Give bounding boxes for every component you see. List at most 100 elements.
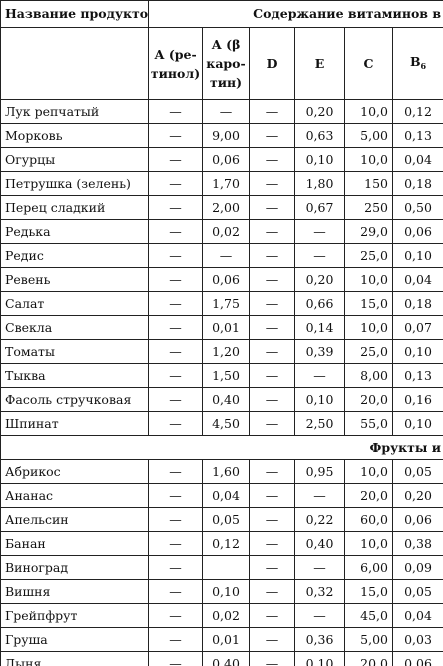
- cell-c: 150: [344, 171, 393, 196]
- cell-c: 25,0: [344, 243, 393, 268]
- column-header-b6: В6: [391, 27, 443, 100]
- cell-b6: 0,04: [391, 603, 443, 628]
- table-row: Вишня —0,10—0,32 15,0 0,05: [0, 579, 443, 604]
- cell-a-retinol: —: [148, 459, 203, 484]
- cell-a-retinol: —: [148, 339, 203, 364]
- cell-e: 2,50: [294, 411, 345, 436]
- product-name: Томаты: [0, 339, 149, 364]
- vitamin-group-header: Содержание витаминов в: [147, 0, 443, 28]
- cell-a-carotene: 4,50: [202, 411, 250, 436]
- cell-a-retinol: —: [148, 195, 203, 220]
- cell-a-retinol: —: [148, 219, 203, 244]
- cell-a-carotene: 0,02: [202, 603, 250, 628]
- cell-e: 0,10: [294, 387, 345, 412]
- product-name: Апельсин: [0, 507, 149, 532]
- cell-d: —: [249, 603, 295, 628]
- cell-d: —: [249, 531, 295, 556]
- cell-c: 10,0: [344, 267, 393, 292]
- cell-d: —: [249, 387, 295, 412]
- table-row: Ревень —0,06—0,20 10,0 0,04: [0, 267, 443, 292]
- cell-b6: 0,38: [391, 531, 443, 556]
- cell-e: —: [294, 483, 345, 508]
- cell-a-retinol: —: [148, 651, 203, 666]
- cell-c: 10,0: [344, 147, 393, 172]
- table-row: Морковь —9,00—0,63 5,00 0,13: [0, 123, 443, 148]
- table-row: Тыква —1,50— —8,00 0,13: [0, 363, 443, 388]
- cell-b6: 0,10: [391, 411, 443, 436]
- cell-d: —: [249, 243, 295, 268]
- product-name: Груша: [0, 627, 149, 652]
- cell-c: 45,0: [344, 603, 393, 628]
- cell-d: —: [249, 651, 295, 666]
- cell-c: 10,0: [344, 459, 393, 484]
- cell-a-carotene: 1,75: [202, 291, 250, 316]
- cell-a-retinol: —: [148, 267, 203, 292]
- cell-a-retinol: —: [148, 627, 203, 652]
- cell-a-carotene: [202, 555, 250, 580]
- product-name: Банан: [0, 531, 149, 556]
- product-name: Грейпфрут: [0, 603, 149, 628]
- product-name: Дыня: [0, 651, 149, 666]
- cell-c: 8,00: [344, 363, 393, 388]
- table-row: Редис — — — —25,0 0,10: [0, 243, 443, 268]
- product-name: Шпинат: [0, 411, 149, 436]
- table-row: Абрикос —1,60—0,95 10,0 0,05: [0, 459, 443, 484]
- cell-a-carotene: 0,02: [202, 219, 250, 244]
- cell-b6: 0,18: [391, 291, 443, 316]
- cell-b6: 0,06: [391, 651, 443, 666]
- cell-d: —: [249, 507, 295, 532]
- cell-b6: 0,50: [391, 195, 443, 220]
- cell-a-carotene: 0,12: [202, 531, 250, 556]
- cell-e: 0,63: [294, 123, 345, 148]
- header-row-columns: А (ре-тинол) А (β каро-тин) D Е С В6: [0, 27, 443, 100]
- cell-a-carotene: 2,00: [202, 195, 250, 220]
- cell-e: 0,20: [294, 267, 345, 292]
- product-name: Тыква: [0, 363, 149, 388]
- section-title-fruits: Фрукты и: [0, 435, 443, 460]
- cell-c: 5,00: [344, 123, 393, 148]
- cell-b6: 0,16: [391, 387, 443, 412]
- cell-d: —: [249, 219, 295, 244]
- cell-a-carotene: 0,06: [202, 267, 250, 292]
- cell-c: 250: [344, 195, 393, 220]
- cell-a-carotene: 0,05: [202, 507, 250, 532]
- cell-a-carotene: —: [202, 99, 250, 124]
- cell-b6: 0,07: [391, 315, 443, 340]
- cell-d: —: [249, 195, 295, 220]
- cell-b6: 0,10: [391, 243, 443, 268]
- cell-e: —: [294, 555, 345, 580]
- product-name: Вишня: [0, 579, 149, 604]
- cell-e: 0,66: [294, 291, 345, 316]
- cell-b6: 0,18: [391, 171, 443, 196]
- cell-b6: 0,13: [391, 123, 443, 148]
- cell-a-carotene: 9,00: [202, 123, 250, 148]
- cell-b6: 0,06: [391, 507, 443, 532]
- cell-a-retinol: —: [148, 507, 203, 532]
- cell-a-carotene: 0,40: [202, 651, 250, 666]
- cell-a-retinol: —: [148, 123, 203, 148]
- b6-letter: В: [409, 53, 421, 69]
- b6-subscript: 6: [420, 60, 427, 71]
- product-name: Огурцы: [0, 147, 149, 172]
- table-row: Виноград — — —6,00 0,09: [0, 555, 443, 580]
- cell-a-retinol: —: [148, 531, 203, 556]
- cell-a-retinol: —: [148, 291, 203, 316]
- table-row: Грейпфрут —0,02— —45,0 0,04: [0, 603, 443, 628]
- cell-b6: 0,20: [391, 483, 443, 508]
- cell-e: 0,20: [294, 99, 345, 124]
- cell-c: 25,0: [344, 339, 393, 364]
- cell-b6: 0,09: [391, 555, 443, 580]
- cell-e: 0,10: [294, 651, 345, 666]
- table-row: Томаты —1,20—0,39 25,0 0,10: [0, 339, 443, 364]
- cell-c: 10,0: [344, 99, 393, 124]
- cell-a-retinol: —: [148, 99, 203, 124]
- table-row: Банан —0,12—0,40 10,0 0,38: [0, 531, 443, 556]
- cell-a-carotene: —: [202, 243, 250, 268]
- cell-e: 0,14: [294, 315, 345, 340]
- cell-b6: 0,06: [391, 219, 443, 244]
- cell-d: —: [249, 291, 295, 316]
- cell-e: 1,80: [294, 171, 345, 196]
- cell-a-retinol: —: [148, 243, 203, 268]
